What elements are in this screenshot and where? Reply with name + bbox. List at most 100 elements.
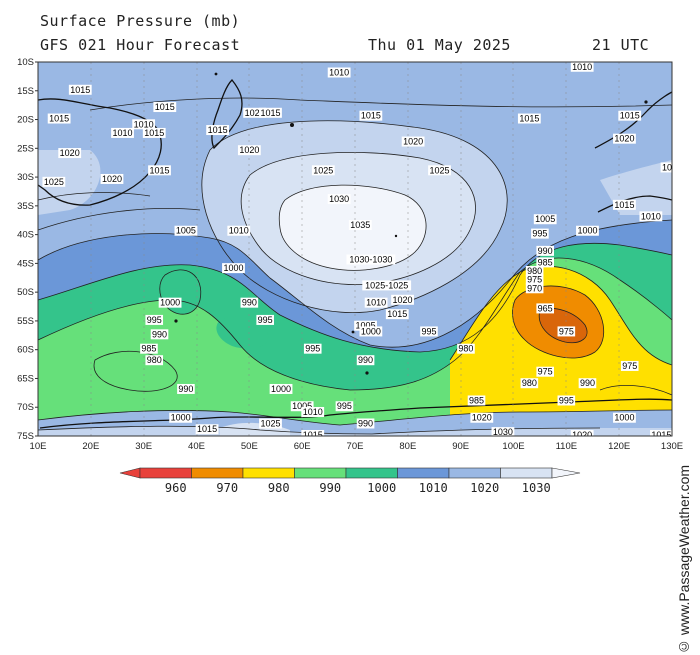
isobar-label: 1005 bbox=[176, 226, 196, 236]
isobar-label: 990 bbox=[580, 378, 595, 388]
isobar-label: 995 bbox=[337, 401, 352, 411]
isobar-label-bg bbox=[517, 113, 541, 124]
legend-swatch bbox=[448, 467, 501, 479]
isobar-label-bg bbox=[470, 412, 494, 423]
lat-tick-label: 70S bbox=[17, 402, 34, 413]
isobar-label-bg bbox=[639, 211, 663, 222]
lat-tick-label: 65S bbox=[17, 373, 34, 384]
isobar-label-bg bbox=[362, 280, 412, 291]
isobar-label-bg bbox=[327, 194, 351, 205]
lon-tick-label: 90E bbox=[452, 441, 469, 452]
isobar-label-bg bbox=[142, 127, 166, 138]
isobar-label: 995 bbox=[305, 344, 320, 354]
lon-tick-label: 20E bbox=[82, 441, 99, 452]
isobar-label: 1015 bbox=[155, 102, 175, 112]
isobar-label-bg bbox=[158, 297, 182, 308]
isobar-label-bg bbox=[259, 418, 282, 429]
isobar-label: 980 bbox=[458, 344, 473, 354]
isobar-label-bg bbox=[243, 107, 267, 118]
lon-tick-label: 110E bbox=[556, 441, 577, 452]
isobar-label-bg bbox=[359, 110, 383, 121]
lon-tick-label: 60E bbox=[294, 441, 311, 452]
isobar-label-bg bbox=[620, 360, 639, 371]
isobar-label-bg bbox=[111, 127, 134, 138]
isobar-label-bg bbox=[145, 355, 164, 366]
isobar-label-bg bbox=[364, 297, 388, 308]
isobar-label-bg bbox=[613, 412, 636, 423]
isobar-label-bg bbox=[227, 225, 251, 236]
isobar-label: 1015 bbox=[519, 114, 539, 124]
isobar-label-bg bbox=[520, 378, 539, 389]
isobar-label: 995 bbox=[421, 326, 436, 336]
isobar-label: 1000 bbox=[361, 326, 381, 336]
isobar-label-bg bbox=[301, 430, 325, 436]
lat-tick-label: 15S bbox=[17, 86, 34, 97]
forecast-time: 21 UTC bbox=[592, 36, 650, 54]
legend-swatch bbox=[345, 467, 398, 479]
isobar-label-bg bbox=[491, 427, 515, 436]
isobar-label: 1015 bbox=[49, 114, 69, 124]
isobar-label: 1015 bbox=[303, 430, 323, 440]
isobar-label-bg bbox=[169, 412, 193, 423]
isobar-label-bg bbox=[237, 145, 261, 156]
isobar-label: 980 bbox=[147, 355, 162, 365]
isobar-label-bg bbox=[301, 406, 325, 417]
isobar-label-bg bbox=[240, 297, 259, 308]
isobar-label: 1000 bbox=[160, 298, 180, 308]
isobar-label: 975 bbox=[559, 326, 574, 336]
isobar-label: 1000 bbox=[577, 226, 597, 236]
isobar-label: 1015 bbox=[361, 111, 381, 121]
isobar-label: 1005 bbox=[292, 401, 312, 411]
lat-tick-label: 10S bbox=[17, 57, 34, 68]
isobar-label: 995 bbox=[559, 395, 574, 405]
isobar-label-bg bbox=[311, 165, 335, 176]
isobar-label: 1025-1025 bbox=[365, 280, 408, 290]
isobar-label: 1010 bbox=[229, 226, 249, 236]
isobar-label-bg bbox=[536, 366, 554, 377]
isobar-label: 1010 bbox=[641, 211, 661, 221]
isobar-label: 1020 bbox=[572, 430, 592, 440]
isobar-label: 1020 bbox=[393, 295, 413, 305]
isobar-label: 1020 bbox=[614, 134, 634, 144]
legend-value: 990 bbox=[319, 481, 341, 495]
lat-tick-label: 30S bbox=[17, 172, 34, 183]
isobar-label-bg bbox=[356, 355, 375, 366]
isobar-label: 985 bbox=[141, 344, 156, 354]
isobar-label: 1015 bbox=[150, 165, 170, 175]
isobar-label: 1015 bbox=[70, 85, 90, 95]
isobar-label-bg bbox=[354, 320, 377, 331]
isobar-label-bg bbox=[525, 274, 544, 285]
isobar-label: 1010 bbox=[303, 407, 323, 417]
isobar-label: 1010 bbox=[329, 68, 349, 78]
isobar-label-bg bbox=[290, 401, 314, 412]
lon-tick-label: 120E bbox=[608, 441, 630, 452]
isobar-label-bg bbox=[650, 430, 672, 436]
lat-tick-label: 55S bbox=[17, 316, 34, 327]
isobar-label-bg bbox=[536, 257, 554, 268]
isobar-label-bg bbox=[467, 395, 486, 406]
isobar-label: 1005 bbox=[535, 214, 555, 224]
isobar-label: 990 bbox=[242, 298, 257, 308]
isobar-label-bg bbox=[578, 378, 597, 389]
legend-value: 1020 bbox=[470, 481, 499, 495]
forecast-label: GFS 021 Hour Forecast bbox=[40, 36, 241, 54]
legend-arrow-low bbox=[119, 467, 141, 479]
isobar-label-bg bbox=[570, 430, 594, 436]
isobar-label-bg bbox=[195, 424, 219, 435]
longitude-axis: 10E 20E 30E 40E 50E 60E 70E 80E 90E 100E 110E 120E 1… bbox=[30, 441, 684, 452]
isobar-label: 1015 bbox=[651, 430, 671, 440]
lon-tick-label: 70E bbox=[347, 441, 364, 452]
isobar-label-bg bbox=[150, 329, 169, 340]
legend-swatch bbox=[139, 467, 192, 479]
isobar-label: 1020 bbox=[245, 108, 265, 118]
isobar-label-bg bbox=[42, 176, 66, 187]
isobar-label-bg bbox=[132, 119, 156, 130]
lon-tick-label: 40E bbox=[188, 441, 205, 452]
isobar-label: 1025 bbox=[313, 165, 333, 175]
isobar-label: 1015 bbox=[208, 125, 228, 135]
isobar-label-bg bbox=[206, 125, 230, 136]
isobar-label-bg bbox=[148, 165, 171, 176]
isobar-label: 985 bbox=[538, 257, 553, 267]
isobar-label-bg bbox=[401, 136, 425, 147]
